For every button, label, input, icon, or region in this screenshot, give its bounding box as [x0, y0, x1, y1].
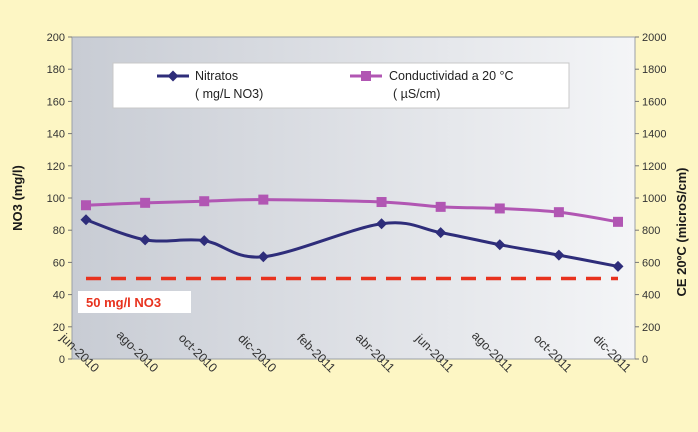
- series-2-point: [435, 201, 446, 212]
- y-left-tick-label: 40: [53, 290, 65, 302]
- annotation: 50 mg/l NO3: [78, 291, 191, 313]
- y-right-tick-label: 400: [642, 290, 660, 302]
- y-right-tick-label: 200: [642, 322, 660, 334]
- annotation-box: [78, 291, 191, 313]
- series-2-point: [258, 194, 269, 205]
- series-1-point: [494, 239, 506, 251]
- y-axis-right-title: CE 20ºC (microS/cm): [674, 167, 689, 296]
- y-left-tick-label: 140: [47, 129, 65, 141]
- series-1-point: [198, 235, 210, 247]
- series-1-point: [80, 214, 92, 226]
- legend-label: Nitratos: [195, 69, 238, 83]
- y-axis-left-title: NO3 (mg/l): [10, 165, 25, 231]
- y-left-tick-label: 80: [53, 225, 65, 237]
- legend-swatch-marker: [361, 71, 371, 81]
- series-2-point: [613, 216, 623, 227]
- y-left-tick-label: 200: [47, 32, 65, 44]
- y-right-tick-label: 1600: [642, 96, 666, 108]
- y-left-tick-label: 0: [59, 354, 65, 366]
- series-1-point: [139, 234, 151, 246]
- legend-unit: ( µS/cm): [393, 87, 440, 101]
- y-right-tick-label: 1800: [642, 64, 666, 76]
- series-1-point: [376, 218, 388, 230]
- y-right-tick-label: 800: [642, 225, 660, 237]
- y-right-tick-label: 0: [642, 354, 648, 366]
- series-2-point: [494, 203, 505, 214]
- series-1-point: [612, 260, 624, 272]
- series-1-point: [553, 249, 565, 261]
- legend: Nitratos ( mg/L NO3) Conductividad a 20 °C…: [112, 62, 570, 109]
- y-left-tick-label: 120: [47, 161, 65, 173]
- series-2-point: [199, 196, 210, 207]
- y-left-tick-label: 100: [47, 193, 65, 205]
- y-right-tick-label: 2000: [642, 32, 666, 44]
- y-left-tick-label: 160: [47, 96, 65, 108]
- y-right-tick-label: 1400: [642, 129, 666, 141]
- y-left-tick-label: 180: [47, 64, 65, 76]
- series-2-point: [376, 197, 387, 208]
- series-2: [81, 194, 623, 227]
- legend-label: Conductividad a 20 °C: [389, 69, 514, 83]
- y-right-tick-label: 600: [642, 257, 660, 269]
- series-2-point: [81, 200, 91, 211]
- legend-swatch-marker: [167, 70, 179, 82]
- series-2-point: [140, 197, 151, 208]
- series-1-point: [435, 227, 447, 239]
- y-right-tick-label: 1200: [642, 161, 666, 173]
- annotation-label: 50 mg/l NO3: [86, 295, 161, 310]
- series-1-line: [85, 218, 619, 268]
- series-1-point: [257, 251, 269, 263]
- y-left-tick-label: 60: [53, 257, 65, 269]
- series-1: [80, 214, 624, 272]
- y-right-tick-label: 1000: [642, 193, 666, 205]
- legend-unit: ( mg/L NO3): [195, 87, 263, 101]
- series-2-point: [553, 207, 564, 218]
- legend-box: [112, 62, 570, 109]
- y-left-tick-label: 20: [53, 322, 65, 334]
